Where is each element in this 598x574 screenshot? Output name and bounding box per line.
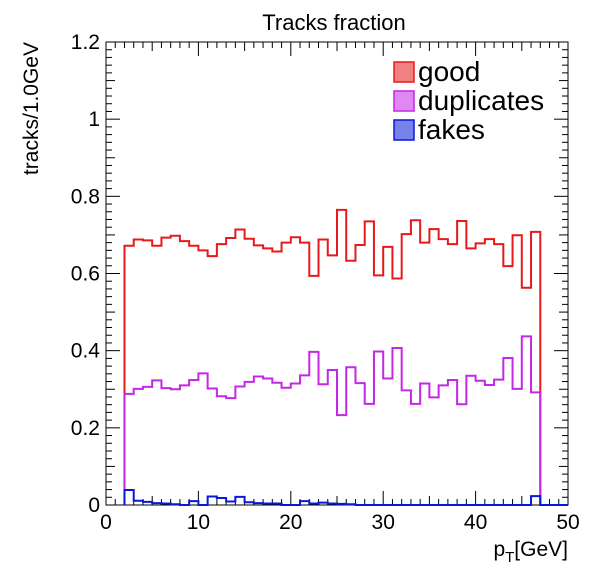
chart-title: Tracks fraction: [262, 10, 405, 35]
x-axis-label-sub: T: [505, 549, 514, 566]
series-group: [123, 208, 568, 506]
y-axis-label: tracks/1.0GeV: [20, 42, 43, 175]
series-fakes-line: [123, 488, 568, 506]
series-good-line: [123, 208, 568, 506]
x-tick-label: 40: [464, 511, 487, 534]
x-tick-label: 30: [372, 511, 395, 534]
y-tick-label: 0.6: [71, 263, 100, 286]
legend-swatch-fakes: [393, 119, 415, 141]
legend-swatch-good: [393, 61, 415, 83]
x-tick-label: 10: [187, 511, 210, 534]
legend-swatch-duplicates: [393, 90, 415, 112]
plot-frame: [105, 41, 569, 506]
y-tick-label: 1: [88, 108, 100, 131]
x-tick-label: 50: [556, 511, 579, 534]
y-tick-label: 0.4: [71, 340, 101, 363]
y-tick-label: 0.8: [71, 185, 100, 208]
x-tick-label: 20: [279, 511, 302, 534]
x-axis-label-unit: [GeV]: [514, 538, 568, 561]
y-tick-label: 0: [88, 494, 100, 517]
legend-label-good: good: [418, 56, 480, 87]
x-axis-label: pT[GeV]: [493, 538, 568, 566]
x-axis-label-main: p: [493, 538, 505, 561]
legend-label-fakes: fakes: [418, 114, 485, 145]
legend-label-duplicates: duplicates: [418, 85, 544, 116]
y-tick-label: 0.2: [71, 417, 100, 440]
x-tick-label: 0: [100, 511, 112, 534]
y-tick-label: 1.2: [71, 31, 100, 54]
series-duplicates-line: [123, 335, 568, 506]
